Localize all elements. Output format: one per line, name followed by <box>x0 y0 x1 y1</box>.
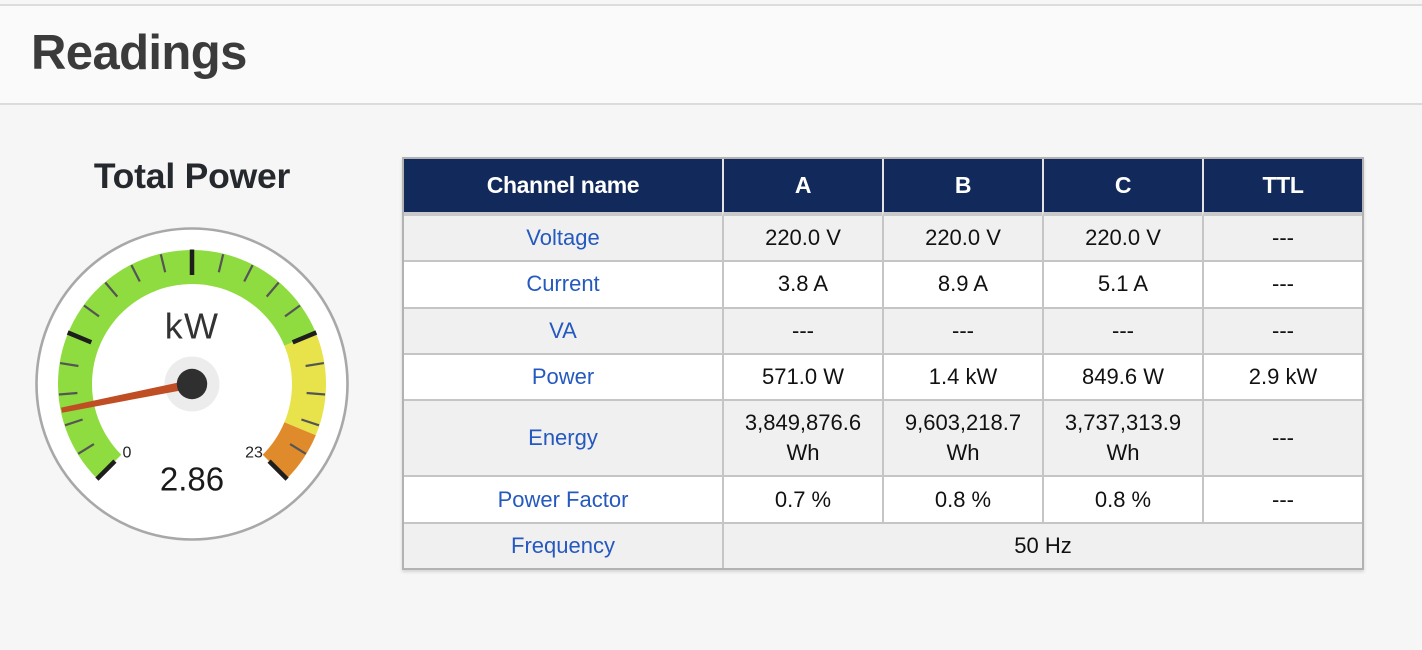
svg-text:23: 23 <box>245 444 263 461</box>
svg-text:kW: kW <box>165 305 219 346</box>
svg-text:0: 0 <box>123 444 132 461</box>
svg-text:2.86: 2.86 <box>160 460 224 497</box>
